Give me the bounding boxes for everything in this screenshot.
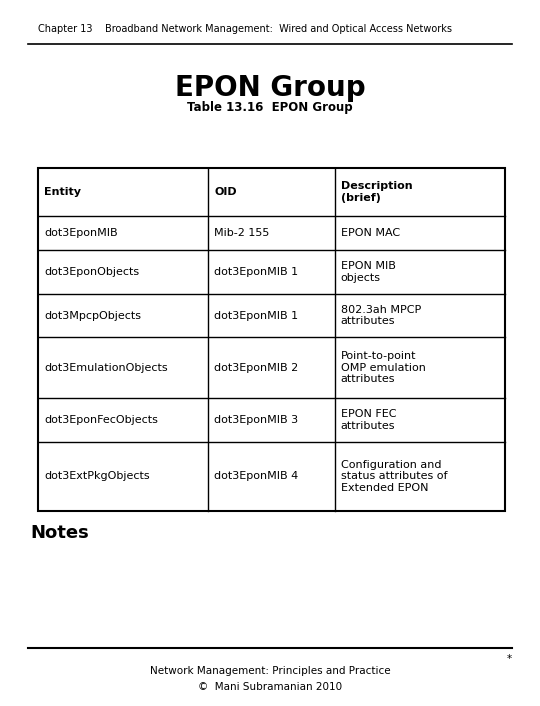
Text: dot3EponMIB 3: dot3EponMIB 3 (214, 415, 299, 425)
Text: Network Management: Principles and Practice: Network Management: Principles and Pract… (150, 666, 390, 676)
Text: dot3EponMIB 2: dot3EponMIB 2 (214, 363, 299, 373)
Text: dot3EponFecObjects: dot3EponFecObjects (44, 415, 158, 425)
Text: EPON MAC: EPON MAC (341, 228, 400, 238)
Text: dot3EmulationObjects: dot3EmulationObjects (44, 363, 167, 373)
Text: Description
(brief): Description (brief) (341, 181, 412, 203)
Bar (38, 168, 505, 511)
Text: dot3MpcpObjects: dot3MpcpObjects (44, 311, 141, 321)
Text: dot3EponObjects: dot3EponObjects (44, 267, 139, 277)
Text: Broadband Network Management:  Wired and Optical Access Networks: Broadband Network Management: Wired and … (105, 24, 452, 34)
Text: dot3EponMIB: dot3EponMIB (44, 228, 118, 238)
Text: EPON Group: EPON Group (174, 74, 366, 102)
Text: Entity: Entity (44, 187, 81, 197)
Text: Configuration and
status attributes of
Extended EPON: Configuration and status attributes of E… (341, 460, 447, 493)
Text: ©  Mani Subramanian 2010: © Mani Subramanian 2010 (198, 682, 342, 692)
Text: 802.3ah MPCP
attributes: 802.3ah MPCP attributes (341, 305, 421, 326)
Text: *: * (507, 654, 512, 664)
Text: Notes: Notes (30, 524, 89, 542)
Text: Mib-2 155: Mib-2 155 (214, 228, 270, 238)
Text: OID: OID (214, 187, 237, 197)
Text: Chapter 13: Chapter 13 (38, 24, 92, 34)
Text: dot3EponMIB 1: dot3EponMIB 1 (214, 311, 299, 321)
Text: EPON FEC
attributes: EPON FEC attributes (341, 409, 396, 431)
Text: dot3EponMIB 1: dot3EponMIB 1 (214, 267, 299, 277)
Text: dot3EponMIB 4: dot3EponMIB 4 (214, 472, 299, 481)
Text: dot3ExtPkgObjects: dot3ExtPkgObjects (44, 472, 150, 481)
Text: Table 13.16  EPON Group: Table 13.16 EPON Group (187, 101, 353, 114)
Text: Point-to-point
OMP emulation
attributes: Point-to-point OMP emulation attributes (341, 351, 426, 384)
Text: EPON MIB
objects: EPON MIB objects (341, 261, 395, 283)
